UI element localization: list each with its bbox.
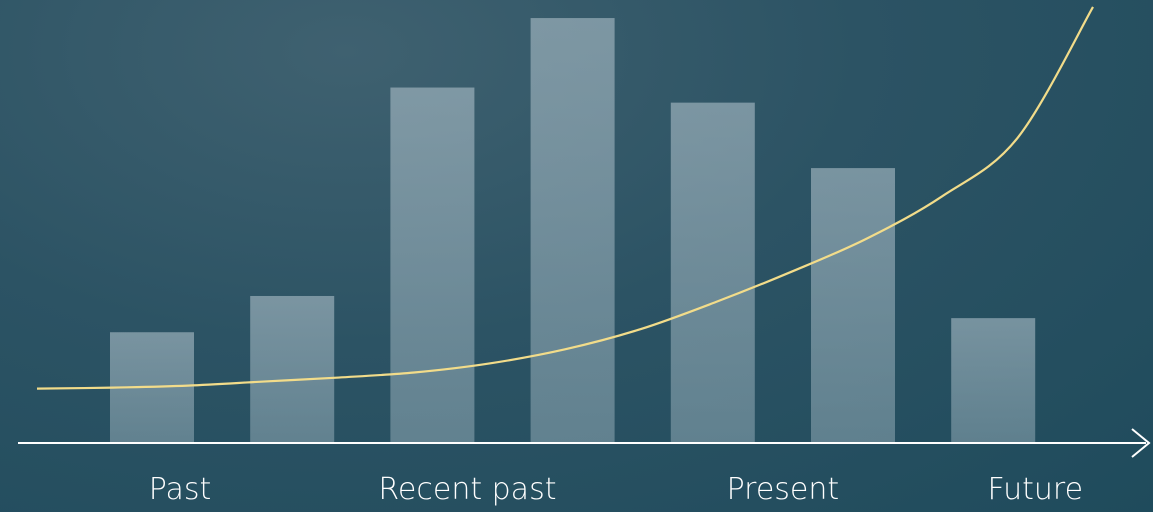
x-axis-arrow-icon bbox=[1131, 428, 1151, 458]
x-tick-label: Future bbox=[987, 472, 1083, 507]
x-tick-labels: Past Recent past Present Future bbox=[149, 472, 1083, 507]
bar-3 bbox=[390, 87, 475, 444]
bar-2 bbox=[250, 295, 335, 443]
bar-4 bbox=[530, 18, 615, 443]
bar-5 bbox=[670, 102, 755, 444]
x-tick-label: Recent past bbox=[378, 472, 556, 507]
bar-7 bbox=[951, 318, 1036, 443]
trend-line bbox=[36, 6, 1094, 390]
bars-group bbox=[110, 18, 1036, 444]
x-tick-label: Present bbox=[727, 472, 840, 507]
bar-6 bbox=[811, 168, 895, 444]
x-tick-label: Past bbox=[149, 472, 212, 507]
